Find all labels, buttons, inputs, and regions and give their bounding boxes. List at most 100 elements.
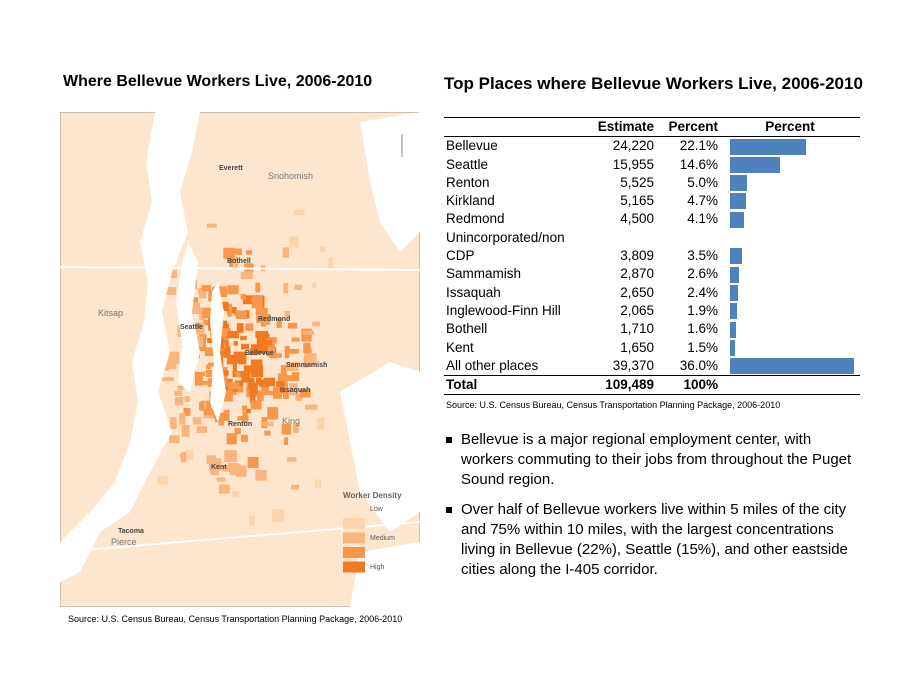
tract [283, 390, 289, 399]
tract [180, 451, 187, 463]
table-title: Top Places where Bellevue Workers Live, … [444, 74, 863, 93]
estimate: 5,165 [620, 193, 654, 209]
percent: 5.0% [687, 174, 718, 190]
header-blank [444, 118, 588, 137]
tract [241, 371, 251, 383]
percent: 2.4% [687, 284, 718, 300]
map: Worker Density Low Medium High Everett Snoh… [60, 112, 420, 607]
tract [281, 365, 287, 374]
tract [284, 437, 289, 446]
table-row: Unincorporated/non CDP 3,809 3.5% [444, 229, 860, 266]
tract [219, 351, 226, 357]
tract [247, 457, 259, 468]
tract [233, 248, 242, 255]
tract [205, 369, 212, 378]
tract [255, 330, 269, 338]
bar [730, 156, 781, 173]
tract [255, 307, 268, 316]
bar [730, 303, 737, 320]
legend-swatch [343, 518, 365, 529]
tract [244, 263, 254, 272]
tract [157, 476, 169, 485]
tract [201, 285, 212, 292]
map-label: Kitsap [98, 308, 123, 318]
tract [169, 417, 177, 430]
tract [230, 355, 244, 364]
place: Renton [446, 174, 490, 190]
tract [295, 393, 303, 401]
tract [260, 318, 266, 327]
tract [281, 423, 291, 435]
bar-cell [720, 265, 860, 283]
tract [287, 322, 298, 329]
water [176, 242, 200, 392]
tract [229, 258, 234, 268]
tract [226, 354, 237, 365]
bullet: Bellevue is a major regional employment … [444, 430, 864, 490]
header: Estimate [597, 119, 654, 134]
legend-label: Low [370, 506, 384, 513]
tract [223, 390, 233, 402]
tract [227, 303, 232, 317]
tract [256, 390, 264, 401]
estimate: 1,650 [620, 339, 654, 355]
tract [238, 385, 244, 393]
map-label: Everett [219, 165, 243, 172]
tract [242, 295, 254, 305]
lake [210, 282, 226, 422]
bar-cell [720, 137, 860, 156]
tract [288, 236, 299, 248]
tract [243, 365, 256, 374]
tract [174, 397, 184, 406]
tract [242, 411, 248, 423]
tract [218, 367, 228, 378]
legend-swatch [343, 561, 365, 573]
tract [289, 383, 298, 396]
place: Kent [446, 339, 474, 355]
percent: 4.7% [687, 193, 718, 209]
bar [730, 193, 747, 210]
tract [216, 477, 226, 482]
tract [267, 407, 279, 420]
estimate: 2,650 [620, 284, 654, 300]
tract [167, 351, 180, 361]
table-row: Renton 5,525 5.0% [444, 174, 860, 192]
bar-cell [720, 302, 860, 320]
place: Bellevue [446, 138, 498, 154]
percent: 4.1% [687, 211, 718, 227]
tract [233, 341, 238, 346]
tract [255, 470, 267, 481]
map-source: Source: U.S. Census Bureau, Census Trans… [68, 614, 403, 624]
tract [162, 363, 170, 371]
percent: 1.9% [687, 302, 718, 318]
tract [301, 328, 312, 342]
bar [730, 138, 807, 155]
place: All other places [446, 357, 539, 373]
bar-cell [720, 339, 860, 357]
map-label: Seattle [180, 324, 203, 331]
map-label: Bellevue [245, 350, 274, 357]
tract [203, 410, 211, 415]
tract [245, 250, 253, 255]
legend-swatch [343, 532, 365, 544]
tract [293, 423, 299, 433]
tract [224, 450, 237, 463]
tract [242, 405, 248, 411]
tract [195, 323, 200, 329]
percent: 22.1% [679, 138, 718, 154]
tract [291, 372, 300, 382]
tract [281, 369, 287, 382]
tract [233, 256, 239, 263]
tract [223, 370, 229, 376]
tract [284, 310, 291, 317]
tract [315, 479, 322, 489]
tract [202, 308, 213, 318]
tract [246, 408, 251, 414]
bullet: Over half of Bellevue workers live withi… [444, 500, 864, 580]
tract [206, 223, 217, 228]
estimate: 4,500 [620, 211, 654, 227]
percent: 3.5% [687, 248, 718, 264]
map-label: Sammamish [286, 362, 327, 369]
tract [194, 373, 203, 386]
